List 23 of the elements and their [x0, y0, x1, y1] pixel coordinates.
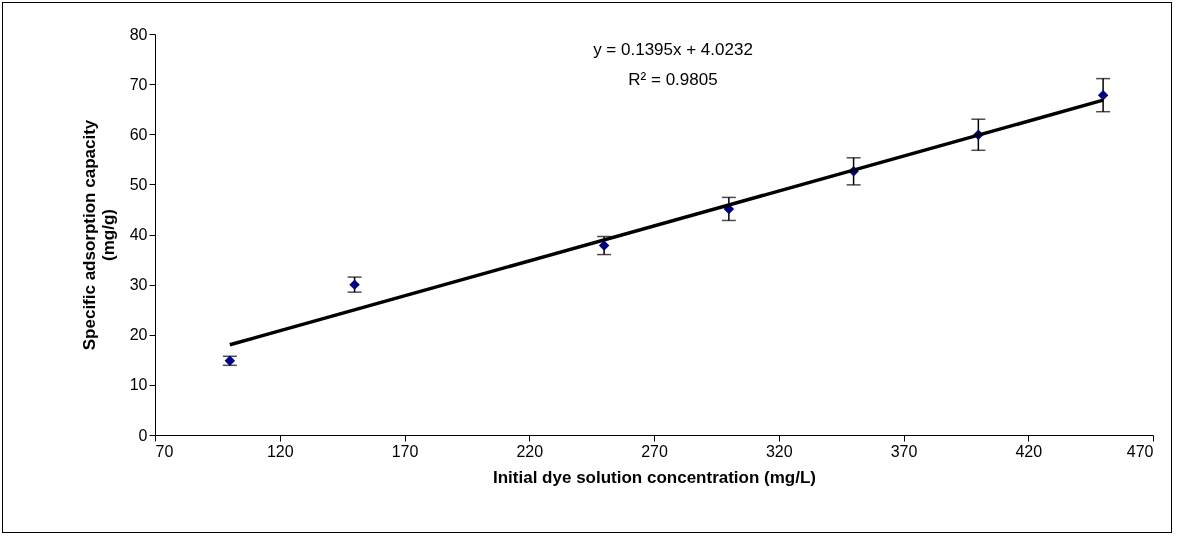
y-tick-label: 60: [129, 125, 148, 143]
annotation: y = 0.1395x + 4.0232: [593, 40, 753, 59]
x-tick-label: 470: [1126, 442, 1154, 460]
x-tick-label: 120: [266, 442, 294, 460]
y-tick-label: 20: [129, 326, 148, 344]
y-tick-label: 80: [129, 25, 148, 43]
y-tick-label: 70: [129, 75, 148, 93]
annotation: R² = 0.9805: [628, 70, 718, 89]
x-axis-title: Initial dye solution concentration (mg/L): [492, 467, 817, 487]
x-tick-label: 320: [765, 442, 793, 460]
x-tick-label: 220: [516, 442, 544, 460]
x-tick-label: 170: [391, 442, 419, 460]
x-tick-label: 270: [641, 442, 668, 460]
y-tick-label: 50: [129, 175, 148, 193]
y-tick-label: 10: [129, 376, 148, 394]
y-axis-title: Specific adsorption capacity (mg/g): [79, 119, 118, 351]
x-tick-label: 370: [890, 442, 918, 460]
y-tick-label: 30: [129, 276, 148, 294]
y-tick-label: 0: [138, 426, 148, 444]
x-tick-label: 420: [1015, 442, 1043, 460]
y-tick-label: 40: [129, 226, 148, 243]
point: [1097, 89, 1109, 101]
x-tick-label: 70: [155, 442, 174, 460]
